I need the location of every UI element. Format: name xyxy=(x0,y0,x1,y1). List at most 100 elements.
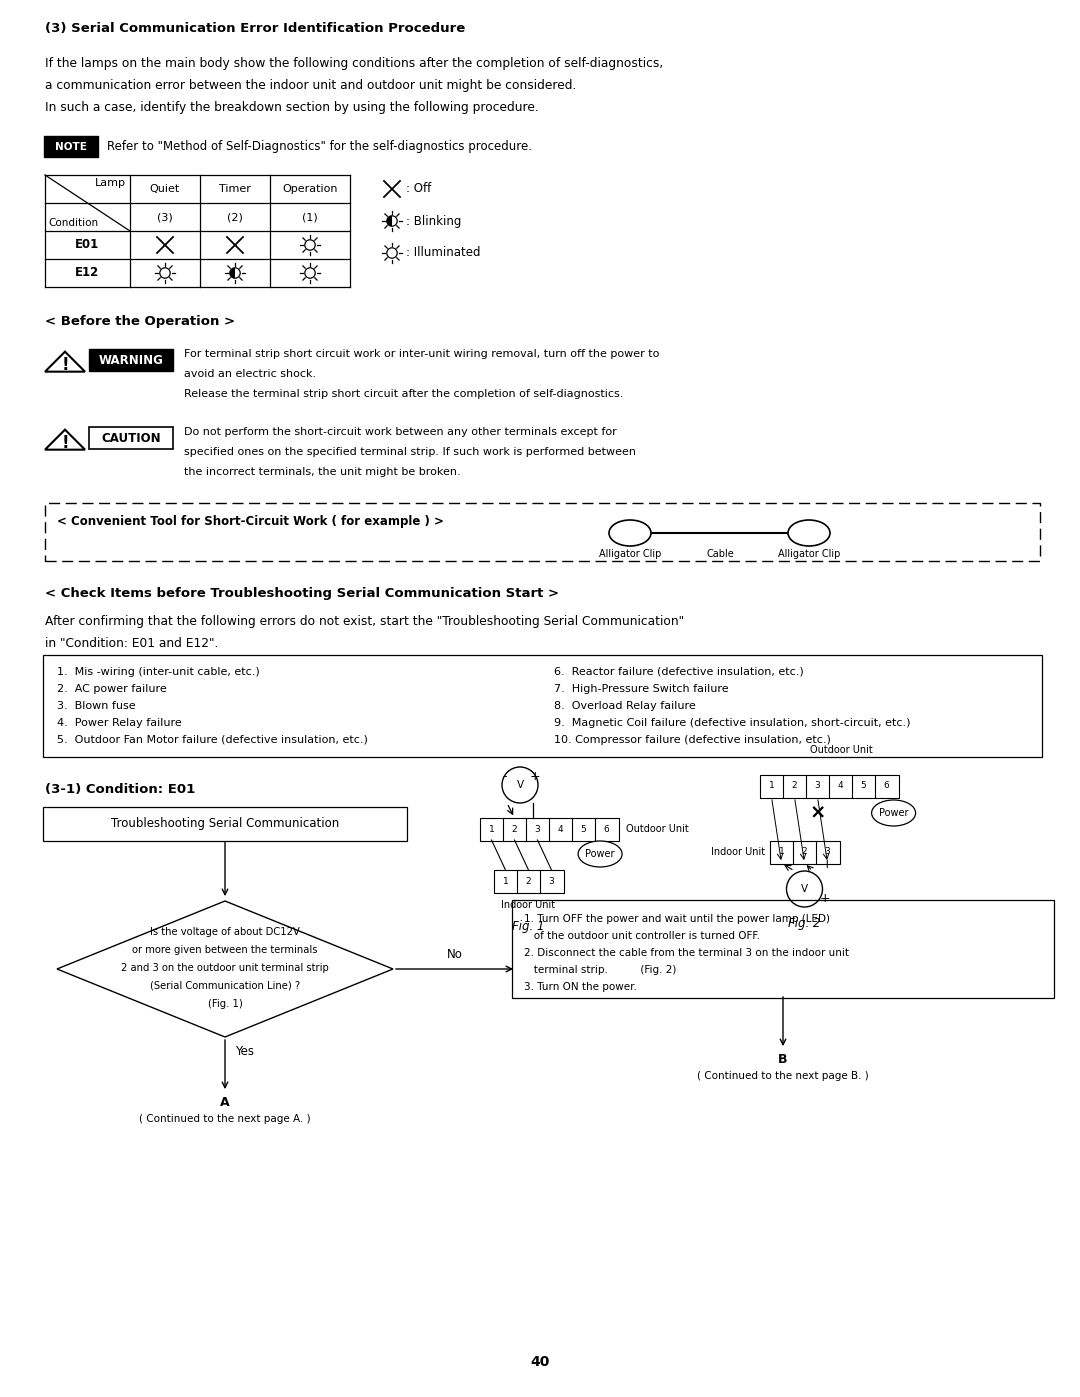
Text: E01: E01 xyxy=(76,239,99,251)
FancyBboxPatch shape xyxy=(571,817,595,841)
Text: Operation: Operation xyxy=(282,184,338,194)
Text: 2.  AC power failure: 2. AC power failure xyxy=(57,685,166,694)
Polygon shape xyxy=(387,215,392,226)
Text: A: A xyxy=(220,1097,230,1109)
Text: Outdoor Unit: Outdoor Unit xyxy=(626,824,689,834)
FancyBboxPatch shape xyxy=(783,774,807,798)
Text: (2): (2) xyxy=(227,212,243,222)
Text: 6: 6 xyxy=(883,781,889,791)
FancyBboxPatch shape xyxy=(480,817,503,841)
Text: 1.  Mis -wiring (inter-unit cable, etc.): 1. Mis -wiring (inter-unit cable, etc.) xyxy=(57,666,260,678)
Text: (Fig. 1): (Fig. 1) xyxy=(207,999,242,1009)
Text: Timer: Timer xyxy=(219,184,251,194)
Text: +: + xyxy=(529,771,540,784)
Text: For terminal strip short circuit work or inter-unit wiring removal, turn off the: For terminal strip short circuit work or… xyxy=(184,349,660,359)
Text: 7.  High-Pressure Switch failure: 7. High-Pressure Switch failure xyxy=(554,685,729,694)
Text: 3: 3 xyxy=(814,781,821,791)
Text: Lamp: Lamp xyxy=(95,177,126,189)
Text: After confirming that the following errors do not exist, start the "Troubleshoot: After confirming that the following erro… xyxy=(45,615,684,629)
Text: 40: 40 xyxy=(530,1355,550,1369)
Text: Is the voltage of about DC12V: Is the voltage of about DC12V xyxy=(150,928,300,937)
FancyBboxPatch shape xyxy=(815,841,839,863)
Text: In such a case, identify the breakdown section by using the following procedure.: In such a case, identify the breakdown s… xyxy=(45,101,539,115)
Text: !: ! xyxy=(62,356,69,373)
Text: ( Continued to the next page A. ): ( Continued to the next page A. ) xyxy=(139,1113,311,1125)
FancyBboxPatch shape xyxy=(526,817,550,841)
FancyBboxPatch shape xyxy=(594,817,619,841)
Text: Power: Power xyxy=(879,807,908,819)
Text: WARNING: WARNING xyxy=(98,353,163,366)
FancyBboxPatch shape xyxy=(44,136,98,156)
Text: 6: 6 xyxy=(604,824,609,834)
Text: V: V xyxy=(516,780,524,789)
Text: Refer to "Method of Self-Diagnostics" for the self-diagnostics procedure.: Refer to "Method of Self-Diagnostics" fo… xyxy=(107,140,532,154)
Text: -: - xyxy=(797,859,801,872)
Text: a communication error between the indoor unit and outdoor unit might be consider: a communication error between the indoor… xyxy=(45,80,577,92)
Text: avoid an electric shock.: avoid an electric shock. xyxy=(184,369,316,379)
Text: < Convenient Tool for Short-Circuit Work ( for example ) >: < Convenient Tool for Short-Circuit Work… xyxy=(57,515,444,528)
Text: (Serial Communication Line) ?: (Serial Communication Line) ? xyxy=(150,981,300,990)
Text: 2: 2 xyxy=(792,781,797,791)
Text: E12: E12 xyxy=(76,267,99,279)
FancyBboxPatch shape xyxy=(793,841,816,863)
Text: (3): (3) xyxy=(157,212,173,222)
Text: Alligator Clip: Alligator Clip xyxy=(598,549,661,559)
Text: 2: 2 xyxy=(512,824,517,834)
FancyBboxPatch shape xyxy=(43,807,407,841)
Text: +: + xyxy=(820,893,829,905)
Text: 4: 4 xyxy=(838,781,843,791)
FancyBboxPatch shape xyxy=(502,817,527,841)
Text: < Check Items before Troubleshooting Serial Communication Start >: < Check Items before Troubleshooting Ser… xyxy=(45,587,559,599)
Text: 3. Turn ON the power.: 3. Turn ON the power. xyxy=(524,982,637,992)
FancyBboxPatch shape xyxy=(45,503,1040,562)
Text: Fig. 1: Fig. 1 xyxy=(512,921,544,933)
Text: : Illuminated: : Illuminated xyxy=(406,246,481,260)
Text: (3-1) Condition: E01: (3-1) Condition: E01 xyxy=(45,782,195,796)
Text: or more given between the terminals: or more given between the terminals xyxy=(132,944,318,956)
Text: 1: 1 xyxy=(502,876,509,886)
FancyBboxPatch shape xyxy=(549,817,572,841)
Text: 8.  Overload Relay failure: 8. Overload Relay failure xyxy=(554,701,697,711)
Text: Quiet: Quiet xyxy=(150,184,180,194)
Text: Outdoor Unit: Outdoor Unit xyxy=(810,745,873,754)
Text: CAUTION: CAUTION xyxy=(102,432,161,444)
Text: Do not perform the short-circuit work between any other terminals except for: Do not perform the short-circuit work be… xyxy=(184,427,617,437)
FancyBboxPatch shape xyxy=(769,841,794,863)
Text: 5: 5 xyxy=(581,824,586,834)
FancyBboxPatch shape xyxy=(494,869,517,893)
Text: : Off: : Off xyxy=(406,183,431,196)
Text: +: + xyxy=(821,859,832,872)
FancyBboxPatch shape xyxy=(89,349,173,372)
Text: Cable: Cable xyxy=(706,549,734,559)
Text: !: ! xyxy=(62,433,69,451)
FancyBboxPatch shape xyxy=(828,774,852,798)
Ellipse shape xyxy=(578,841,622,868)
Text: (1): (1) xyxy=(302,212,318,222)
Text: 1: 1 xyxy=(769,781,774,791)
Text: NOTE: NOTE xyxy=(55,141,86,151)
Text: Troubleshooting Serial Communication: Troubleshooting Serial Communication xyxy=(111,817,339,830)
Text: : Blinking: : Blinking xyxy=(406,215,461,228)
Text: 3: 3 xyxy=(825,848,831,856)
Text: B: B xyxy=(779,1053,787,1066)
FancyBboxPatch shape xyxy=(89,427,173,448)
Text: 2 and 3 on the outdoor unit terminal strip: 2 and 3 on the outdoor unit terminal str… xyxy=(121,963,329,972)
Text: Fig. 2: Fig. 2 xyxy=(788,916,821,930)
Text: 6.  Reactor failure (defective insulation, etc.): 6. Reactor failure (defective insulation… xyxy=(554,666,805,678)
Text: 5.  Outdoor Fan Motor failure (defective insulation, etc.): 5. Outdoor Fan Motor failure (defective … xyxy=(57,735,368,745)
Text: If the lamps on the main body show the following conditions after the completion: If the lamps on the main body show the f… xyxy=(45,57,663,70)
FancyBboxPatch shape xyxy=(540,869,564,893)
Text: No: No xyxy=(446,949,462,961)
FancyBboxPatch shape xyxy=(806,774,829,798)
FancyBboxPatch shape xyxy=(43,655,1042,757)
Text: in "Condition: E01 and E12".: in "Condition: E01 and E12". xyxy=(45,637,218,650)
FancyBboxPatch shape xyxy=(516,869,540,893)
Text: Release the terminal strip short circuit after the completion of self-diagnostic: Release the terminal strip short circuit… xyxy=(184,388,623,400)
Text: 3: 3 xyxy=(549,876,554,886)
Text: < Before the Operation >: < Before the Operation > xyxy=(45,314,235,328)
Text: 2: 2 xyxy=(526,876,531,886)
Text: 1: 1 xyxy=(488,824,495,834)
Text: 1. Turn OFF the power and wait until the power lamp (LED): 1. Turn OFF the power and wait until the… xyxy=(524,914,831,923)
Text: Yes: Yes xyxy=(235,1045,254,1058)
Text: 2: 2 xyxy=(801,848,808,856)
